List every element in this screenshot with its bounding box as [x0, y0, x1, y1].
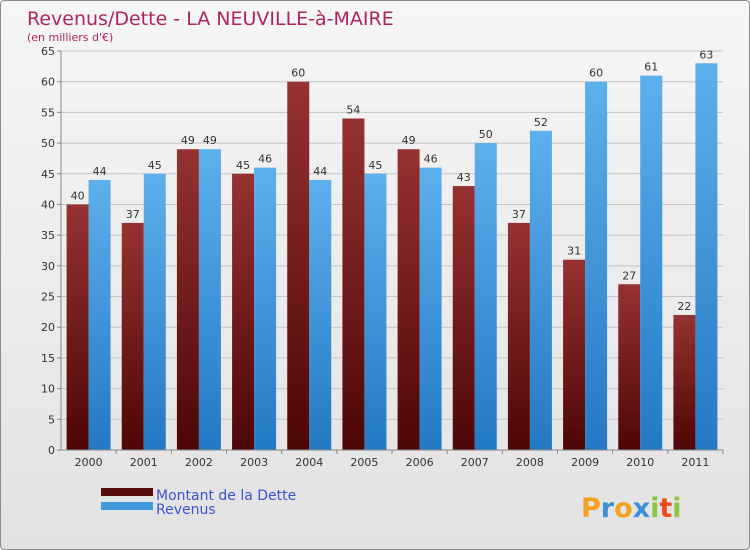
- y-tick-label: 50: [41, 137, 55, 150]
- y-tick-label: 30: [41, 260, 55, 273]
- legend-swatch-debt: [101, 488, 153, 496]
- legend-swatch-revenue: [101, 502, 153, 510]
- y-tick-label: 25: [41, 291, 55, 304]
- logo-letter: o: [614, 493, 633, 524]
- logo-letter: i: [672, 493, 681, 524]
- bar-debt: [563, 259, 586, 450]
- bar-debt: [232, 173, 255, 450]
- data-label-debt: 60: [291, 67, 305, 80]
- x-tick-label: 2010: [626, 456, 654, 469]
- legend-label-debt: Montant de la Dette: [156, 488, 296, 504]
- bar-revenue: [474, 143, 497, 451]
- y-tick-label: 15: [41, 352, 55, 365]
- bar-debt: [66, 204, 89, 450]
- logo-letter: i: [650, 493, 659, 524]
- chart-subtitle: (en milliers d'€): [27, 31, 113, 44]
- x-tick-label: 2003: [240, 456, 268, 469]
- bar-debt: [176, 149, 199, 450]
- y-tick-label: 0: [48, 444, 55, 457]
- bar-revenue: [143, 173, 166, 450]
- bar-debt: [287, 81, 310, 450]
- x-tick-label: 2011: [681, 456, 709, 469]
- bars-layer: 40 44 37 45 49 49 45 46 60 44 54 45 49 46 43 50 37 52 31 60…: [66, 48, 718, 451]
- y-tick-label: 10: [41, 383, 55, 396]
- bar-revenue: [529, 130, 552, 451]
- data-label-debt: 40: [71, 189, 85, 202]
- bar-revenue: [88, 179, 111, 450]
- data-label-debt: 22: [677, 300, 691, 313]
- data-label-revenue: 44: [93, 165, 107, 178]
- bar-debt: [452, 186, 475, 451]
- bar-revenue: [419, 167, 442, 450]
- grid-layer: [61, 50, 723, 420]
- y-tick-label: 55: [41, 106, 55, 119]
- y-tick-label: 40: [41, 198, 55, 211]
- data-label-debt: 43: [457, 171, 471, 184]
- y-tick-label: 65: [41, 45, 55, 58]
- y-tick-label: 60: [41, 76, 55, 89]
- x-tick-label: 2006: [406, 456, 434, 469]
- data-label-debt: 49: [402, 134, 416, 147]
- y-tick-label: 5: [48, 413, 55, 426]
- data-label-debt: 27: [622, 269, 636, 282]
- x-tick-label: 2002: [185, 456, 213, 469]
- x-tick-label: 2000: [75, 456, 103, 469]
- data-label-debt: 31: [567, 245, 581, 258]
- bar-debt: [397, 149, 420, 450]
- bar-revenue: [364, 173, 387, 450]
- bar-revenue: [254, 167, 277, 450]
- x-tick-label: 2008: [516, 456, 544, 469]
- logo-letter: P: [581, 493, 601, 524]
- x-tick-label: 2004: [295, 456, 323, 469]
- data-label-debt: 45: [236, 159, 250, 172]
- data-label-debt: 37: [512, 208, 526, 221]
- data-label-debt: 37: [126, 208, 140, 221]
- data-label-revenue: 45: [368, 159, 382, 172]
- bar-debt: [507, 222, 530, 450]
- y-tick-label: 45: [41, 168, 55, 181]
- bar-revenue: [640, 75, 663, 451]
- data-label-revenue: 46: [424, 153, 438, 166]
- data-label-revenue: 44: [313, 165, 327, 178]
- y-tick-label: 35: [41, 229, 55, 242]
- legend-label-revenue: Revenus: [156, 502, 216, 518]
- bar-revenue: [198, 149, 221, 450]
- bar-debt: [673, 314, 696, 450]
- x-tick-label: 2009: [571, 456, 599, 469]
- logo-letter: r: [601, 493, 615, 524]
- chart-title: Revenus/Dette - LA NEUVILLE-à-MAIRE: [27, 8, 394, 30]
- data-label-revenue: 49: [203, 134, 217, 147]
- data-label-revenue: 50: [479, 128, 493, 141]
- data-label-revenue: 63: [699, 48, 713, 61]
- data-label-revenue: 46: [258, 153, 272, 166]
- x-tick-label: 2001: [130, 456, 158, 469]
- data-label-revenue: 45: [148, 159, 162, 172]
- bar-debt: [618, 284, 641, 450]
- bar-debt: [121, 222, 144, 450]
- bar-revenue: [585, 81, 608, 450]
- data-label-revenue: 60: [589, 67, 603, 80]
- logo-letter: x: [633, 493, 650, 524]
- proxiti-logo: Proxiti: [581, 493, 682, 524]
- x-tick-label: 2005: [350, 456, 378, 469]
- axis-layer: 0 5 10 15 20 25 30 35 40 45 50 55 60 65 2000 2001 2002 20…: [41, 45, 724, 469]
- bar-revenue: [695, 63, 718, 451]
- data-label-revenue: 52: [534, 116, 548, 129]
- x-tick-label: 2007: [461, 456, 489, 469]
- data-label-revenue: 61: [644, 61, 658, 74]
- data-label-debt: 49: [181, 134, 195, 147]
- data-label-debt: 54: [346, 104, 360, 117]
- logo-letter: t: [659, 493, 672, 524]
- bar-debt: [342, 118, 365, 451]
- bar-revenue: [309, 179, 332, 450]
- y-tick-label: 20: [41, 321, 55, 334]
